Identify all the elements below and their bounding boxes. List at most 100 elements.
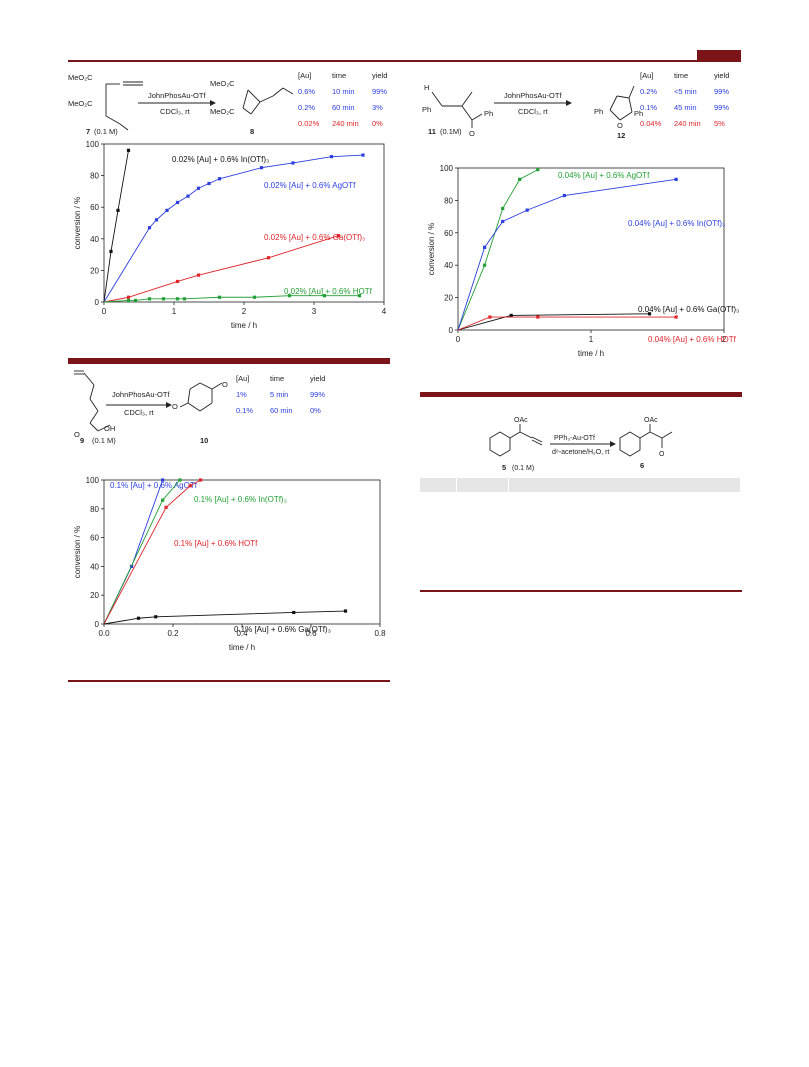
data-point [361,153,365,157]
data-point [161,498,165,502]
ester-label: MeO₂C [68,99,93,108]
x-tick-label: 0.0 [98,629,110,638]
y-tick-label: 0 [95,298,100,307]
data-point [207,181,211,186]
data-point [126,298,131,303]
data-point [501,206,505,211]
data-point [175,200,180,205]
y-axis-label: conversion / % [427,223,436,275]
compound-number: 7 [86,127,90,136]
y-tick-label: 40 [90,562,99,571]
series-label: 0.04% [Au] + 0.6% In(OTf)₃ [628,219,725,228]
series-label: 0.02% [Au] + 0.6% Ga(OTf)₃ [264,233,365,242]
series-line [103,479,201,625]
data-point [196,186,201,190]
table-header: time [674,71,688,80]
compound-number: 9 [80,436,84,445]
compound-number: 8 [250,127,254,136]
y-tick-label: 0 [449,326,454,335]
y-axis-label: conversion / % [73,526,82,578]
header-rule [68,60,741,62]
table-cell: 0.04% [640,119,662,128]
scheme-3-table: [Au] time yield 1% 5 min 99% 0.1% 60 min 0% [236,374,325,415]
data-point [501,219,505,224]
y-tick-label: 80 [444,196,453,205]
data-point [133,298,138,303]
y-tick-label: 60 [90,203,99,212]
data-point [147,297,152,301]
table-header: time [332,71,346,80]
table-cell: 0% [372,119,383,128]
y-tick-label: 60 [444,229,453,238]
table-cell: 10 min [332,87,355,96]
section-rule [420,590,742,592]
y-tick-label: 100 [86,476,100,485]
x-axis-label: time / h [229,643,255,652]
table-cell: 0.1% [236,406,253,415]
concentration-label: (0.1 M) [512,465,534,472]
data-point [154,615,158,619]
table-header: time [270,374,284,383]
section-rule [68,680,390,682]
compound-number: 6 [640,461,644,470]
atom-label: OH [104,424,115,433]
table-cell: 5% [714,119,725,128]
table-header: yield [714,71,729,80]
x-axis-label: time / h [578,349,604,358]
data-point [175,297,180,301]
data-point [266,256,271,260]
y-tick-label: 0 [95,620,100,629]
data-point [136,616,141,620]
scheme-2: H Ph Ph O Ph Ph O JohnPhosAu-OTf CDCl₃, … [422,83,643,140]
y-tick-label: 40 [90,235,99,244]
atom-label: Ph [594,107,603,116]
data-point [329,155,334,159]
series-line [457,178,677,331]
series-line [103,479,164,625]
reagent-label: JohnPhosAu-OTf [504,91,562,100]
compound-number: 11 [428,127,436,136]
data-point [259,166,264,170]
table-cell: 240 min [674,119,701,128]
table-header: [Au] [640,71,653,80]
atom-label: O [222,380,228,389]
table-header: [Au] [236,374,249,383]
atom-label: O [469,129,475,138]
data-point [165,208,169,212]
table-cell: 0% [310,406,321,415]
data-point [252,295,257,299]
table-cell: 99% [714,103,729,112]
reagent-label: JohnPhosAu-OTf [148,91,206,100]
concentration-label: (0.1 M) [94,127,118,136]
scheme-1: MeO₂C MeO₂C MeO₂C MeO₂C JohnPhosAu-OTf C… [68,73,294,136]
data-point [116,208,120,212]
data-point [536,168,540,172]
data-point [161,297,166,301]
x-tick-label: 0.8 [374,629,386,638]
data-point [674,315,678,319]
table-cell: 0.6% [298,87,315,96]
compound-number: 5 [502,463,506,472]
reagent-label: JohnPhosAu-OTf [112,390,170,399]
series-label: 0.04% [Au] + 0.6% AgOTf [558,171,650,180]
atom-label: H [424,83,429,92]
scheme-4: OAc OAc O PPh₃-Au-OTf d⁶-acetone/H₂O, rt… [489,417,673,472]
data-point [343,609,348,613]
atom-label: Ph [484,109,493,118]
data-point [509,313,513,318]
y-tick-label: 100 [86,140,100,149]
data-point [525,208,529,212]
section-rule [68,358,390,364]
data-point [186,194,190,198]
table-cell: 0.1% [640,103,657,112]
data-point [126,148,131,152]
data-point [182,297,187,301]
y-tick-label: 100 [440,164,454,173]
table-cell: 240 min [332,119,359,128]
data-point [357,294,362,298]
data-point [199,478,203,482]
data-point [175,279,180,284]
scheme-1-table: [Au] time yield 0.6% 10 min 99% 0.2% 60 min 3% 0.… [298,71,387,128]
table-cell: 0.2% [640,87,657,96]
